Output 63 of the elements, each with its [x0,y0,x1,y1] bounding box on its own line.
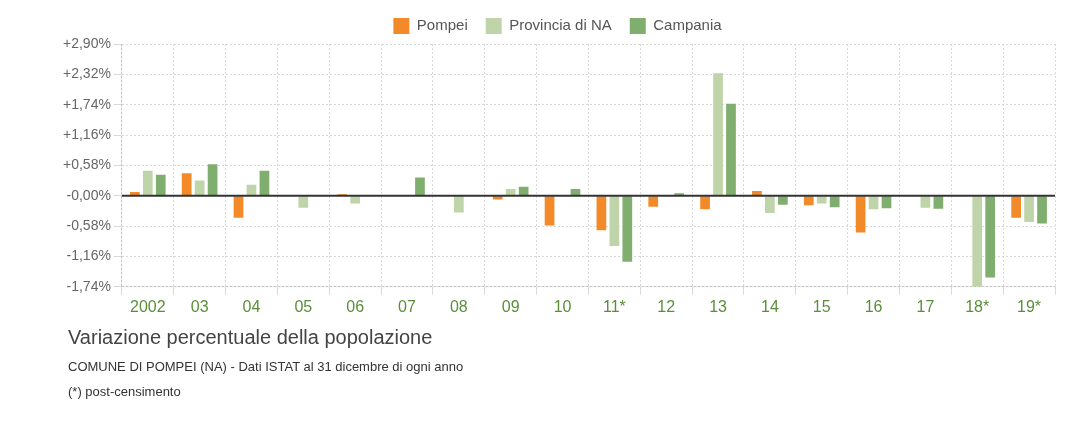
bar [505,188,516,196]
x-tick-label: 2002 [130,297,166,315]
bar [233,196,244,218]
y-tick-label: +2,90% [63,34,111,51]
text: (*) post-censimento [68,384,182,399]
bar [544,196,555,226]
x-tick-label: 17 [916,297,935,315]
bar [765,196,775,214]
x-tick-label: 12 [657,297,676,315]
x-tick-label: 03 [190,297,209,315]
bar [674,193,685,196]
y-tick-label: -0,58% [66,216,111,233]
bar [933,196,944,209]
y-tick-label: +1,16% [63,125,111,142]
bar [648,196,659,207]
bar [142,170,153,196]
bar [855,196,866,233]
bar [596,196,607,231]
bar [207,164,218,196]
legend-label: Pompei [416,16,468,34]
bar [259,170,270,196]
bar [700,196,710,210]
x-tick-label: 16 [864,297,883,315]
bar [415,177,425,196]
x-tick-label: 19* [1017,297,1042,315]
bar [453,196,464,213]
y-tick-label: +2,32% [63,65,111,82]
bar [972,196,983,287]
text: Variazione percentuale della popolazione [68,326,434,349]
bar [1011,196,1021,218]
x-tick-label: 11* [602,297,626,315]
bar [1024,196,1034,222]
x-tick-label: 05 [294,297,313,315]
x-tick-label: 18* [965,297,990,315]
bar [1037,196,1047,224]
x-tick-label: 10 [553,297,572,315]
bar [752,191,762,196]
bar [985,196,996,278]
x-tick-label: 14 [760,297,779,315]
bar [298,196,309,208]
y-tick-label: -1,16% [66,247,111,264]
y-tick-label: -0,00% [66,186,111,203]
bar [829,196,840,208]
y-tick-label: +0,58% [63,156,111,173]
x-tick-label: 13 [709,297,728,315]
x-tick-label: 04 [242,297,261,315]
legend-label: Provincia di NA [509,16,612,34]
bar [713,73,723,196]
x-tick-label: 08 [449,297,468,315]
text: COMUNE DI POMPEI (NA) - Dati ISTAT al 31 dicembre di ogni anno [68,359,465,374]
y-tick-label: -1,74% [66,277,111,294]
bar [622,196,633,262]
x-tick-label: 15 [812,297,831,315]
legend-label: Campania [653,16,723,34]
bar [726,103,736,196]
x-tick-label: 07 [398,297,416,315]
x-tick-label: 09 [501,297,520,315]
bar [181,173,192,196]
bar [609,196,620,246]
bar [129,192,140,196]
bar [155,174,166,196]
x-tick-label: 06 [346,297,365,315]
y-tick-label: +1,74% [63,95,111,112]
